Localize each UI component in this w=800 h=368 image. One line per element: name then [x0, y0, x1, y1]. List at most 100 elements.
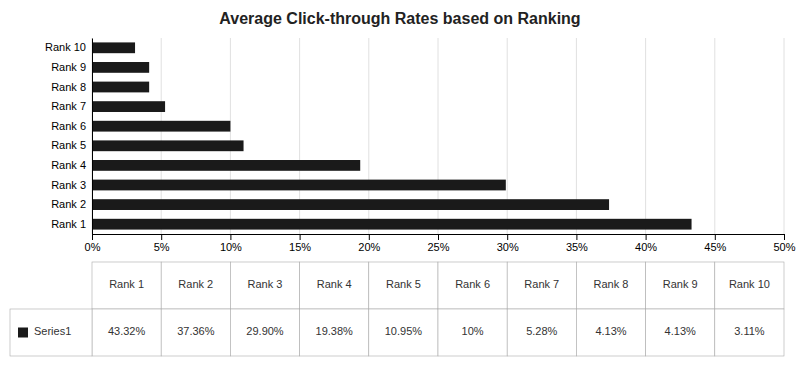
title: Average Click-through Rates based on Ran…	[219, 10, 580, 27]
bar	[92, 180, 506, 191]
x-tick-label: 35%	[566, 241, 588, 253]
bar	[92, 160, 360, 171]
table-cell	[715, 309, 784, 356]
x-tick-label: 30%	[497, 241, 519, 253]
y-tick-label: Rank 3	[51, 179, 86, 191]
y-tick: Rank 2	[51, 198, 92, 210]
table-cell	[438, 262, 507, 309]
bar	[92, 219, 692, 230]
table-cell	[161, 309, 230, 356]
table-value: 10%	[462, 325, 484, 337]
grid-line	[714, 38, 715, 234]
x-tick-mark	[300, 234, 301, 240]
table-cell	[369, 309, 438, 356]
y-tick-label: Rank 9	[51, 61, 86, 73]
x-tick: 25%	[427, 234, 449, 253]
grid	[92, 38, 784, 234]
x-tick: 5%	[154, 234, 170, 253]
x-axis-line	[93, 235, 785, 241]
table-cell	[92, 309, 161, 356]
table-header: Rank 4	[317, 278, 352, 290]
table-header: Rank 10	[729, 278, 770, 290]
x-tick-label: 15%	[289, 241, 311, 253]
x-tick-label: 40%	[635, 241, 657, 253]
table-header: Rank 3	[248, 278, 283, 290]
table-header: Rank 2	[178, 278, 213, 290]
x-tick-mark	[369, 234, 370, 240]
bar	[92, 199, 609, 210]
y-tick: Rank 6	[51, 120, 92, 132]
y-tick-label: Rank 2	[51, 198, 86, 210]
bar	[92, 82, 149, 93]
x-tick-mark	[715, 234, 716, 240]
y-tick-label: Rank 7	[51, 100, 86, 112]
y-tick: Rank 5	[51, 139, 92, 151]
grid-line	[92, 38, 93, 234]
x-tick-label: 20%	[358, 241, 380, 253]
table-value: 5.28%	[526, 325, 557, 337]
x-tick: 35%	[566, 234, 588, 253]
x-tick-mark	[784, 234, 785, 240]
data-table: Rank 143.32%Rank 237.36%Rank 329.90%Rank…	[10, 262, 784, 356]
table-cell	[507, 309, 576, 356]
x-tick-mark	[161, 234, 162, 240]
y-tick: Rank 8	[51, 81, 92, 93]
x-tick: 50%	[773, 234, 795, 253]
y-axis-line	[92, 39, 93, 235]
x-tick-label: 45%	[704, 241, 726, 253]
bar	[92, 62, 149, 73]
bars	[92, 42, 692, 229]
y-tick-label: Rank 1	[51, 218, 86, 230]
x-tick: 10%	[220, 234, 242, 253]
x-tick: 40%	[635, 234, 657, 253]
y-tick: Rank 10	[45, 41, 92, 53]
table-cell	[10, 309, 92, 356]
table-cell	[576, 309, 645, 356]
table-cell	[161, 262, 230, 309]
x-tick-label: 0%	[85, 241, 101, 253]
x-tick: 15%	[289, 234, 311, 253]
x-tick-mark	[92, 234, 93, 240]
y-tick-label: Rank 8	[51, 81, 86, 93]
y-axis: Rank 1Rank 2Rank 3Rank 4Rank 5Rank 6Rank…	[45, 39, 92, 235]
x-tick-mark	[576, 234, 577, 240]
table-cell	[230, 309, 299, 356]
chart-container: Average Click-through Rates based on Ran…	[0, 0, 800, 368]
table-value: 43.32%	[108, 325, 146, 337]
table-value: 37.36%	[177, 325, 215, 337]
x-axis: 0% 5% 10% 15% 20% 25% 30% 35% 40% 45% 50%	[85, 234, 796, 253]
x-tick-label: 50%	[773, 241, 795, 253]
table-header: Rank 9	[663, 278, 698, 290]
table-cell	[646, 309, 715, 356]
table-value: 4.13%	[595, 325, 626, 337]
table-value: 29.90%	[246, 325, 284, 337]
table-header: Rank 7	[524, 278, 559, 290]
table-cell	[369, 262, 438, 309]
grid-line	[784, 38, 785, 234]
bar	[92, 140, 244, 151]
legend-label: Series1	[34, 325, 71, 337]
table-header: Rank 8	[594, 278, 629, 290]
table-value: 4.13%	[665, 325, 696, 337]
grid-line	[645, 38, 646, 234]
table-header: Rank 6	[455, 278, 490, 290]
x-tick: 20%	[358, 234, 380, 253]
x-tick: 0%	[85, 234, 101, 253]
table-cell	[300, 309, 369, 356]
table-value: 3.11%	[734, 325, 765, 337]
legend-swatch	[18, 328, 28, 338]
x-tick: 45%	[704, 234, 726, 253]
y-tick: Rank 9	[51, 61, 92, 73]
bar	[92, 42, 135, 53]
table-cell	[438, 309, 507, 356]
y-tick: Rank 7	[51, 100, 92, 112]
table-cell	[576, 262, 645, 309]
x-tick-mark	[646, 234, 647, 240]
bar	[92, 121, 230, 132]
table-cell	[300, 262, 369, 309]
bar	[92, 101, 165, 112]
table-header: Rank 5	[386, 278, 421, 290]
y-tick: Rank 1	[51, 218, 92, 230]
table-cell	[230, 262, 299, 309]
y-tick: Rank 3	[51, 179, 92, 191]
